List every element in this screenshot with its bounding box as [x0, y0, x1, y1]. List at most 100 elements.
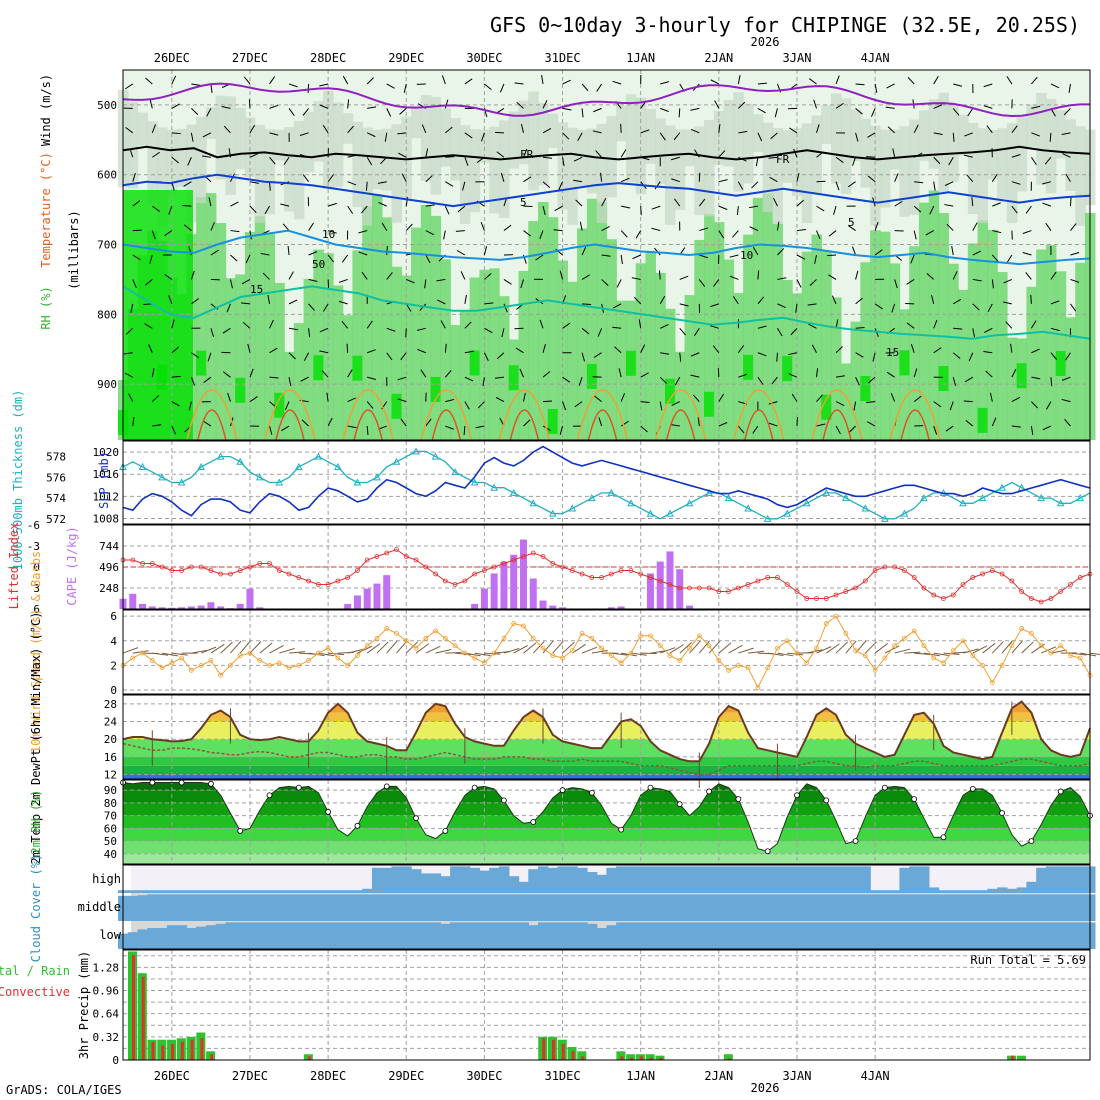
cloud-bar-high: [938, 890, 949, 893]
wind-barb: [287, 245, 290, 256]
surface-wind-barb: [962, 648, 979, 654]
wind-barb: [757, 82, 767, 85]
wind-barb: [913, 230, 917, 240]
lifted-index-marker: [745, 582, 751, 587]
rh-column-mid: [1065, 119, 1076, 191]
rh-column: [459, 310, 471, 440]
cloud-bar-high: [225, 890, 236, 893]
wind-barb: [230, 254, 238, 262]
wind-barb: [699, 227, 709, 232]
wind-barb: [835, 401, 845, 406]
rh-column-mid: [489, 126, 500, 214]
lifted-index-marker: [540, 554, 546, 559]
legend-total-rain: Total / Rain: [0, 964, 70, 978]
rh-marker: [706, 788, 712, 795]
wind-barb: [991, 279, 994, 289]
wind-barb: [132, 200, 141, 207]
wind-barb: [444, 205, 450, 215]
wind-barb: [516, 102, 524, 109]
surface-wind-barb: [239, 640, 251, 654]
lifted-index-marker: [706, 585, 712, 591]
rh-column-bright: [352, 355, 363, 381]
cloud-bar-high: [987, 888, 998, 893]
cloud-bar-low: [713, 922, 725, 949]
lifted-index-marker: [804, 596, 810, 601]
wind-barb: [1070, 252, 1080, 256]
wind-barb: [866, 156, 876, 158]
wind-barb: [791, 393, 798, 402]
cloud-bar-low: [401, 922, 412, 949]
rh-marker: [471, 784, 478, 791]
contour-label: 10: [740, 249, 753, 262]
wind-barb: [855, 327, 865, 329]
rh-column-mid: [557, 122, 569, 210]
rh-column-mid: [762, 122, 774, 212]
cloud-bar-middle: [1036, 894, 1047, 921]
wind-barb: [752, 246, 759, 256]
wind-barb: [737, 75, 741, 85]
rh-column-mid: [694, 126, 705, 216]
cloud-bar-high: [1016, 887, 1028, 893]
wind-barb: [581, 327, 590, 335]
wind-barb: [191, 108, 199, 116]
contour-label: 50: [312, 258, 325, 271]
surface-wind-barb: [1080, 652, 1097, 657]
cloud-bar-high: [948, 890, 959, 893]
date-label-top: 28DEC: [310, 51, 346, 65]
lifted-index-tick: -3: [27, 540, 40, 553]
rh-column-mid: [196, 117, 207, 203]
cloud-bar-high: [645, 866, 656, 893]
surface-wind-barb: [767, 652, 784, 656]
surface-wind-barb: [982, 642, 996, 654]
rh-column: [479, 269, 490, 440]
lifted-index-marker: [179, 568, 185, 573]
hot-contour: [353, 409, 383, 441]
rh-column: [743, 234, 754, 440]
label-10m-wind: 10m Wind Speed (m/s) & Barbs: [29, 551, 43, 753]
wind-barb: [420, 369, 427, 378]
isotherm-5: [122, 173, 1091, 208]
surface-wind-barb: [611, 652, 628, 656]
wind-barb: [729, 275, 739, 280]
lifted-index-marker: [941, 596, 946, 601]
wind-barb: [249, 230, 252, 240]
lifted-index-marker: [960, 582, 966, 587]
surface-wind-barb: [1021, 641, 1034, 654]
panel-frame: [122, 779, 1091, 865]
cloud-bar-low: [391, 922, 402, 949]
precip-convective-bar: [561, 1044, 565, 1060]
rh-column: [704, 214, 715, 440]
wind-speed-marker: [638, 633, 644, 639]
cloud-bar-middle: [518, 894, 529, 921]
wind-barb: [288, 271, 294, 280]
wind-barb: [757, 296, 765, 305]
wind-tick: 0: [110, 684, 117, 697]
wind-barb: [191, 352, 200, 359]
temp-tick: 12: [104, 769, 117, 782]
wind-barb: [366, 132, 376, 138]
wind-barb: [640, 372, 649, 378]
wind-barb: [1005, 321, 1013, 329]
cloud-bar-low: [381, 922, 393, 949]
cloud-bar-low: [586, 923, 598, 949]
y-tick-label: 800: [97, 308, 117, 321]
wind-barb: [1050, 83, 1060, 89]
wind-barb: [1050, 271, 1057, 280]
cloud-bar-high: [157, 890, 168, 893]
wind-barb: [855, 83, 865, 86]
wind-barb: [848, 425, 856, 433]
surface-wind-barb: [357, 645, 373, 654]
rh-column-mid: [577, 129, 588, 187]
cloud-bar-low: [127, 932, 139, 949]
cloud-bar-high: [801, 866, 813, 893]
wind-barb: [620, 420, 629, 427]
rh-column-mid: [860, 118, 871, 188]
cape-bar: [353, 595, 361, 609]
cape-bar: [139, 603, 147, 609]
wind-barb: [737, 181, 744, 190]
cloud-bar-middle: [323, 894, 334, 921]
cape-bar: [363, 588, 371, 609]
rh-marker: [442, 828, 449, 834]
wind-barb: [288, 299, 298, 305]
wind-barb: [361, 271, 368, 280]
